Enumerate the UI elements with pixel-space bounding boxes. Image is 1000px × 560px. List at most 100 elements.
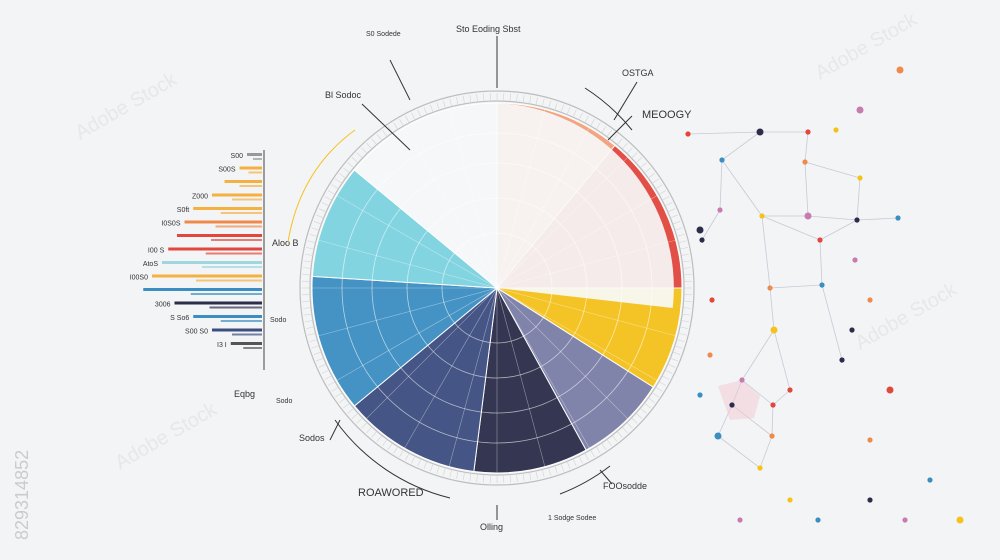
ring-tick [590,449,595,458]
network-node [902,517,908,523]
ring-tick [327,381,336,386]
ring-tick [529,95,532,104]
network-node [756,128,764,136]
ring-tick [566,107,571,115]
network-node [769,433,775,439]
bar-label: I00 S [148,248,165,255]
ring-tick [382,130,388,137]
bar-label: Z000 [192,194,208,201]
ring-tick [658,190,667,195]
pie-ring [406,197,588,379]
ring-tick [535,470,538,479]
ring-tick [335,392,343,398]
label-bottom-mid-left: Sodos [299,433,325,443]
bar-mark [239,166,262,170]
ring-tick [366,426,373,434]
network-node [759,213,765,219]
ring-tick [676,339,685,343]
ring-tick [303,307,312,309]
network-node [719,157,725,163]
network-edge [856,177,861,221]
ring-tick [302,300,311,302]
network-node [886,386,894,394]
pie-slice [311,275,499,407]
ring-tick [616,138,623,145]
ring-tick [318,208,327,213]
ring-tick [303,313,312,316]
network-edge [759,435,773,469]
label-bottom-left-small: Sodo [276,398,292,405]
ring-tick [584,452,589,461]
radial-guide [365,287,498,420]
ring-tick [672,221,681,225]
ring-tick [606,439,612,446]
bar-label: S00 [231,153,244,160]
ring-tick [661,375,670,380]
ring-tick [578,455,583,464]
leader-line [389,59,411,101]
ring-tick [399,449,404,458]
network-graph [685,66,964,524]
ring-tick [382,439,388,446]
pie-slice [353,286,498,473]
ring-tick [393,122,399,130]
network-node [857,175,863,181]
bar-mark [143,288,262,291]
bar-mark-secondary [232,333,262,336]
ring-tick [595,446,601,454]
ring-tick [678,240,687,244]
ring-tick [339,397,346,403]
ring-tick [616,431,623,438]
ring-tick [658,381,667,386]
ring-tick [601,126,607,134]
bar-label: S0ft [177,207,190,214]
network-node [802,159,808,165]
network-node [699,237,705,243]
ring-tick [679,247,688,250]
bar-mark [168,247,262,251]
ring-tick [522,473,525,482]
ring-tick [682,267,691,269]
label-upper-left: Bl Sodoc [325,90,362,100]
ring-tick [411,112,416,121]
bar-mark [224,180,262,183]
ring-tick [462,472,465,481]
ring-tick [347,407,354,414]
ring-tick [331,386,339,392]
network-edge [769,284,823,289]
label-right-2: MEOOGY [642,109,692,121]
ring-tick [670,214,678,219]
ring-tick [307,332,316,336]
ring-tick [644,167,651,174]
network-edge [807,215,858,221]
ring-tick [343,402,350,409]
radial-guide [496,287,658,381]
ring-tick [304,320,313,323]
ring-tick [661,196,670,201]
network-edge [761,215,821,241]
ring-tick [664,202,673,207]
bar-mark-secondary [196,279,262,282]
ring-tick [316,214,324,219]
ring-tick [648,397,655,403]
ring-tick [335,178,343,184]
ring-tick [327,190,336,195]
ring-tick [476,473,478,482]
radial-guide [448,287,498,467]
leader-lines [287,36,638,520]
ring-tick [307,240,316,244]
pie-chart [311,102,683,474]
ring-tick [621,142,628,150]
ring-tick [554,102,558,111]
ring-tick [449,98,453,107]
ring-tick [541,469,545,478]
ring-tick [316,357,324,362]
ring-tick [640,407,647,414]
bar-label: S So6 [170,315,189,322]
ring-tick [578,112,583,121]
ring-tick [566,461,571,469]
ring-tick [347,162,354,169]
pie-ring [341,132,653,444]
ring-tick [631,417,638,424]
ring-tick [682,260,691,263]
